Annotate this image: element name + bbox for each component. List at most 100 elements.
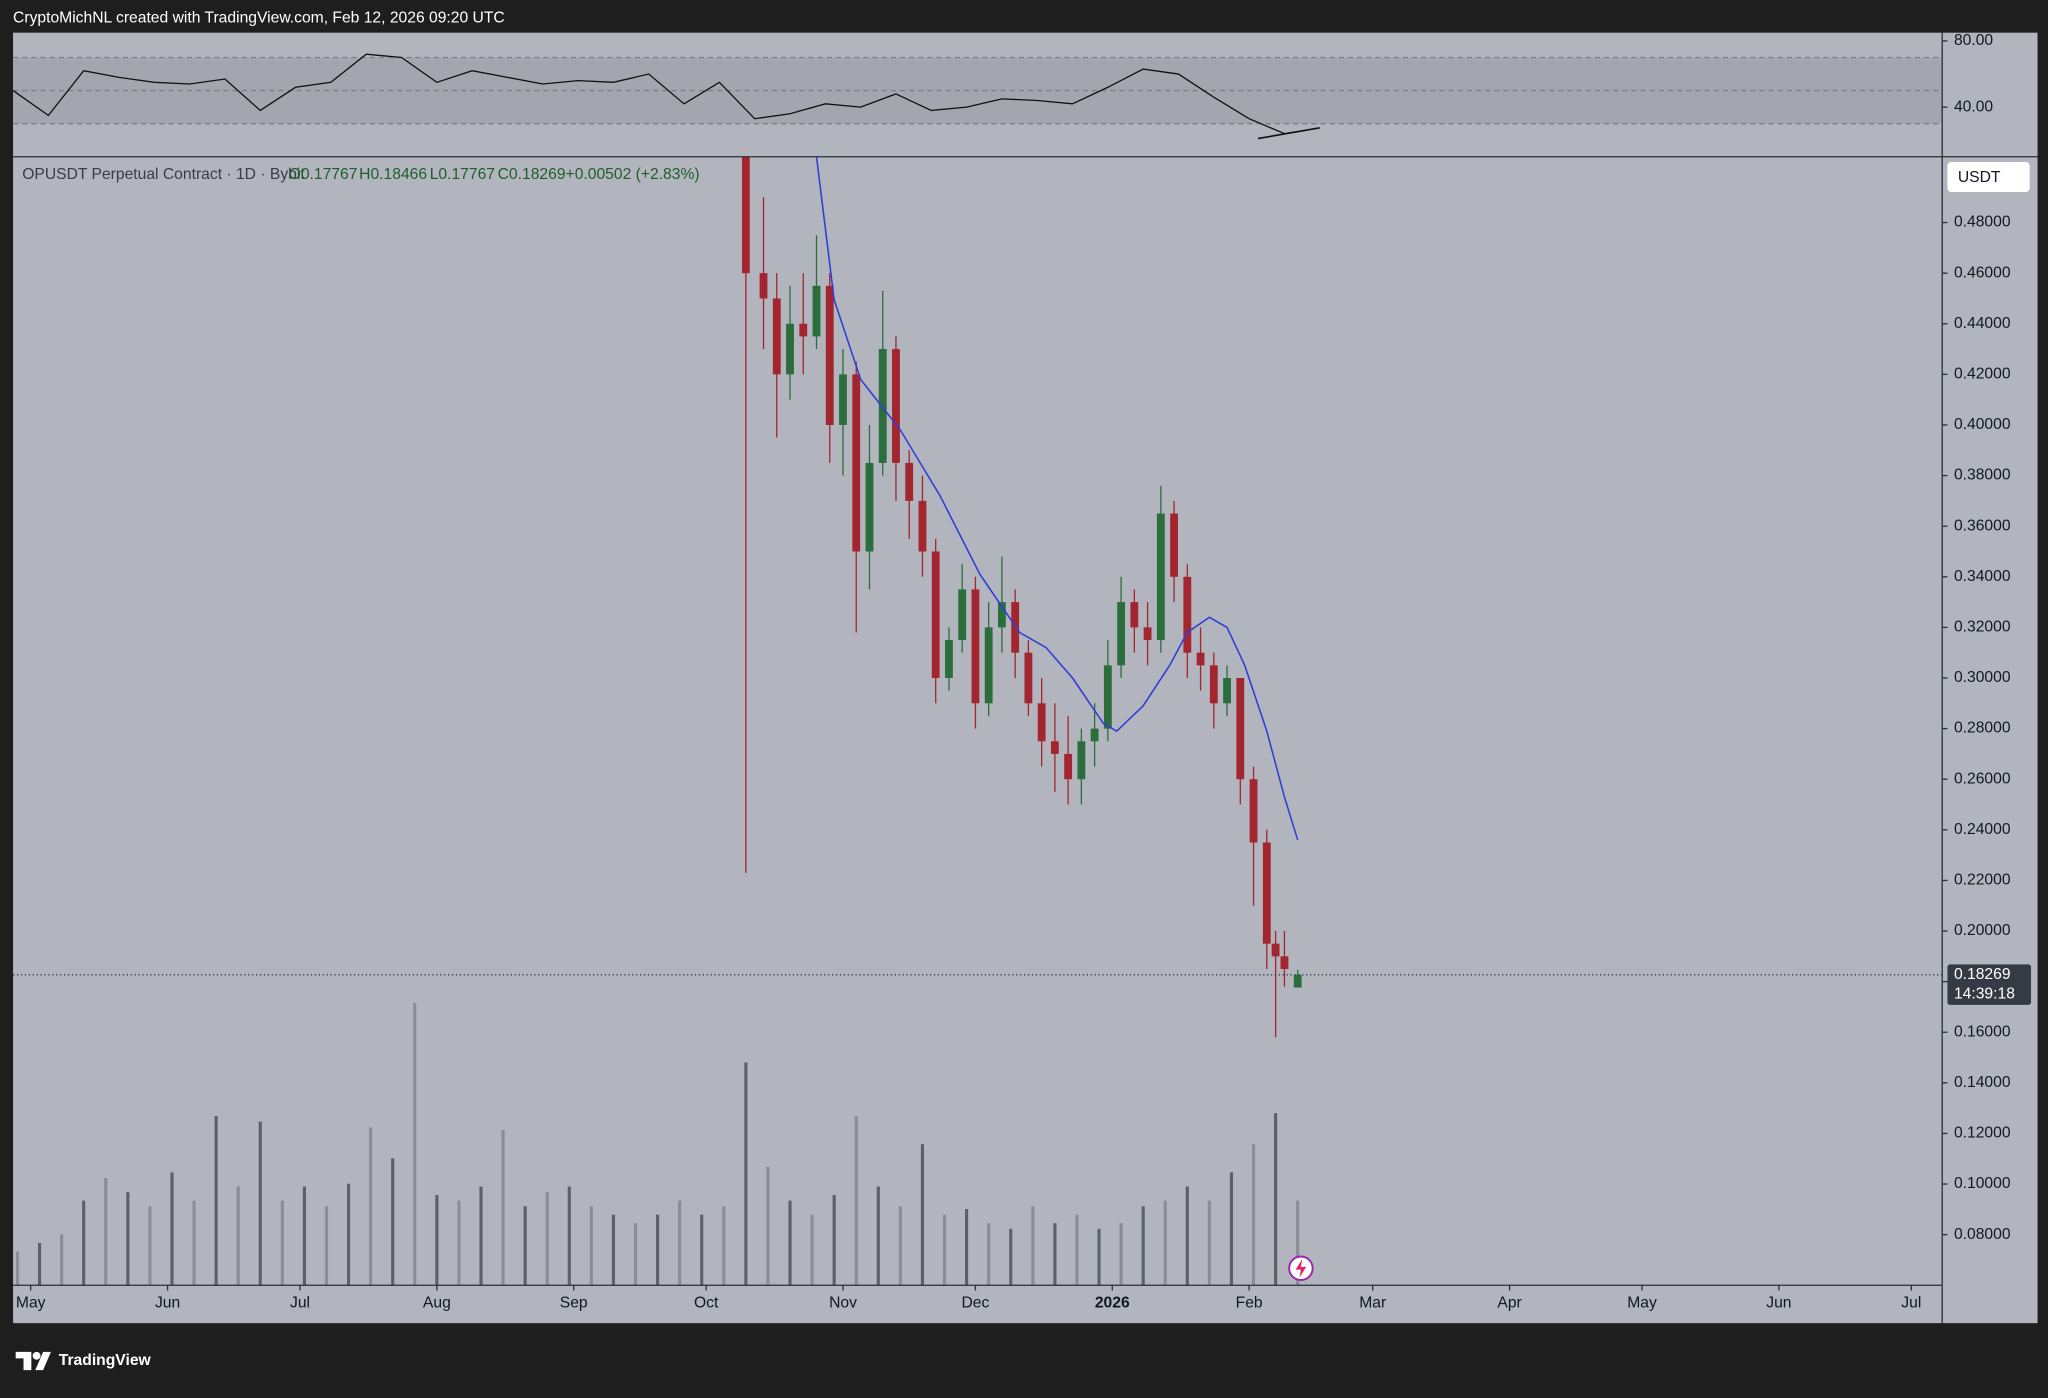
candle-body: [931, 551, 940, 678]
candle-body: [958, 589, 967, 641]
x-tick-label: Jun: [1766, 1295, 1791, 1312]
ohlc-value: H0.18466: [359, 166, 427, 183]
candle-body: [1143, 627, 1152, 641]
x-tick-label: Sep: [560, 1295, 588, 1312]
y-tick-label: 0.16000: [1954, 1023, 2011, 1040]
currency: USDT: [1958, 169, 2001, 186]
credit: CryptoMichNL created with TradingView.co…: [13, 9, 505, 26]
volume-bar: [700, 1214, 704, 1286]
x-tick-label: Dec: [962, 1295, 990, 1312]
candle-body: [1011, 602, 1020, 653]
y-tick-label: 0.30000: [1954, 669, 2011, 686]
volume-bar: [302, 1186, 306, 1286]
rsi-line: [13, 53, 1307, 135]
volume-bar: [987, 1223, 991, 1286]
volume-bar: [1097, 1228, 1101, 1286]
brand: TradingView: [59, 1352, 152, 1369]
ohlc-value: C0.18269: [498, 166, 566, 183]
volume-bar: [523, 1206, 527, 1286]
candle-body: [825, 285, 834, 425]
last-price: 0.18269: [1954, 966, 2011, 983]
lightning-bolt: [1295, 1259, 1307, 1278]
volume-bar: [876, 1186, 880, 1286]
volume-bar: [192, 1200, 196, 1286]
volume-bar: [82, 1200, 86, 1286]
candle-body: [1223, 677, 1231, 704]
brand-logo: [15, 1351, 51, 1371]
currency-box: [1947, 161, 2030, 193]
candle-body: [905, 462, 914, 501]
candle-body: [786, 323, 794, 375]
volume-bar: [854, 1115, 858, 1286]
volume-bar: [1053, 1223, 1057, 1286]
volume-bar: [15, 1251, 20, 1286]
volume-bar: [1141, 1206, 1145, 1286]
y-tick-label: 0.32000: [1954, 619, 2011, 636]
candle-body: [1050, 741, 1059, 754]
candle-body: [997, 602, 1006, 628]
candle-body: [1024, 652, 1033, 704]
candle-body: [1183, 576, 1192, 653]
candle-body: [1037, 703, 1046, 742]
candle-body: [878, 349, 887, 463]
volume-bar: [1031, 1206, 1035, 1286]
volume-bar: [1251, 1144, 1256, 1286]
x-tick-label: Jul: [290, 1295, 310, 1312]
volume-bar: [832, 1194, 836, 1286]
candle-body: [812, 285, 821, 337]
volume-bar: [567, 1186, 571, 1286]
volume-bar: [170, 1172, 174, 1286]
volume-bar: [435, 1194, 439, 1286]
candle-body: [1117, 602, 1126, 666]
y-tick-label: 0.42000: [1954, 366, 2011, 383]
volume-bar: [589, 1206, 593, 1286]
volume-bar: [1119, 1223, 1123, 1286]
volume-bar: [148, 1206, 152, 1286]
volume-bar: [656, 1214, 660, 1286]
volume-bar: [457, 1200, 461, 1286]
volume-bar: [788, 1200, 792, 1286]
y-tick-label: 0.10000: [1954, 1175, 2011, 1192]
candle-body: [892, 349, 900, 463]
volume-bar: [236, 1186, 240, 1286]
price-pane: [15, 156, 1302, 1286]
x-tick-label: May: [16, 1295, 46, 1312]
x-tick-label: Jun: [155, 1295, 180, 1312]
volume-bar: [1163, 1200, 1167, 1286]
y-tick-label: 0.34000: [1954, 568, 2011, 585]
y-tick-label: 0.20000: [1954, 922, 2011, 939]
volume-bar: [369, 1127, 373, 1286]
y-tick-label: 0.24000: [1954, 821, 2011, 838]
candle-body: [839, 374, 847, 425]
volume-bar: [1274, 1113, 1278, 1286]
volume-bar: [1009, 1228, 1013, 1286]
y-tick-label: 0.40000: [1954, 416, 2011, 433]
volume-bar: [37, 1242, 42, 1286]
volume-bar: [722, 1206, 726, 1286]
volume-bar: [545, 1192, 549, 1286]
candle-body: [1196, 652, 1205, 666]
volume-bar: [324, 1206, 329, 1286]
x-tick-label: 2026: [1095, 1295, 1130, 1312]
volume-bar: [965, 1209, 969, 1286]
volume-bar: [810, 1214, 814, 1286]
x-tick-label: May: [1627, 1295, 1657, 1312]
candle-body: [1280, 956, 1289, 969]
candle-body: [865, 462, 874, 552]
candle-body: [1249, 779, 1258, 843]
candle-body: [772, 298, 781, 375]
candle-body: [1156, 513, 1165, 641]
volume-bar: [479, 1186, 483, 1286]
volume-bar: [346, 1183, 351, 1286]
candle-body: [1293, 974, 1302, 988]
candle-body: [1236, 677, 1245, 780]
rsi-divergence: [1257, 127, 1320, 140]
candle-body: [1064, 753, 1073, 780]
candle-body: [741, 156, 750, 274]
volume-bar: [766, 1166, 770, 1286]
candle-body: [1209, 665, 1218, 704]
x-tick-label: Nov: [829, 1295, 857, 1312]
volume-bar: [942, 1214, 947, 1286]
candle-body: [1090, 728, 1099, 742]
